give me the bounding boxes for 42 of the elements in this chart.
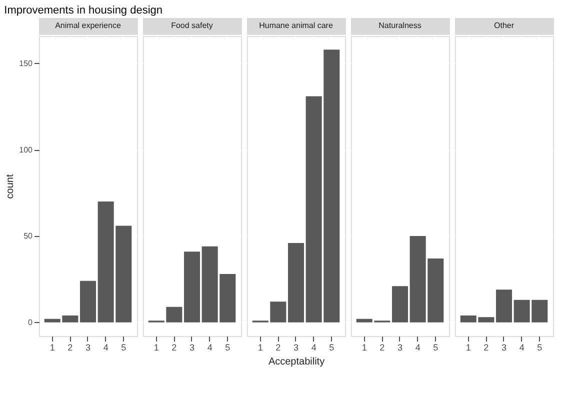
x-tick-label: 1 bbox=[154, 342, 159, 352]
x-tick-label: 2 bbox=[484, 342, 489, 352]
bar bbox=[496, 290, 512, 322]
y-axis-title: count bbox=[5, 174, 16, 199]
x-tick-label: 5 bbox=[537, 342, 542, 352]
x-tick-label: 3 bbox=[189, 342, 195, 352]
x-tick-label: 2 bbox=[276, 342, 281, 352]
x-tick-label: 1 bbox=[466, 342, 471, 352]
chart-title: Other bbox=[494, 21, 514, 30]
x-axis-title: Acceptability bbox=[268, 356, 325, 368]
chart-title: Animal experience bbox=[55, 21, 122, 30]
x-tick-label: 2 bbox=[172, 342, 177, 352]
x-tick-label: 2 bbox=[380, 342, 385, 352]
y-tick-label: 150 bbox=[19, 58, 34, 68]
y-tick-label: 0 bbox=[28, 318, 34, 327]
x-tick-label: 3 bbox=[397, 342, 403, 352]
y-tick-label: 100 bbox=[19, 145, 34, 154]
y-tick-label: 50 bbox=[24, 232, 34, 241]
x-tick-label: 5 bbox=[121, 342, 126, 352]
text: Improvements in housing design bbox=[4, 4, 163, 16]
x-tick-label: 2 bbox=[68, 342, 73, 352]
x-tick-label: 4 bbox=[103, 342, 108, 352]
x-tick-label: 5 bbox=[433, 342, 438, 352]
x-tick-label: 4 bbox=[519, 342, 524, 352]
chart-title: Food safety bbox=[171, 21, 213, 30]
x-tick-label: 1 bbox=[50, 342, 55, 352]
bar bbox=[288, 242, 304, 322]
x-tick-label: 4 bbox=[311, 342, 316, 352]
x-tick-label: 3 bbox=[501, 342, 507, 352]
x-tick-label: 5 bbox=[329, 342, 334, 352]
x-tick-label: 3 bbox=[85, 342, 91, 352]
bar bbox=[392, 286, 408, 322]
x-tick-label: 4 bbox=[415, 342, 420, 352]
x-tick-label: 3 bbox=[293, 342, 299, 352]
x-tick-label: 1 bbox=[362, 342, 367, 352]
chart-title: Humane animal care bbox=[259, 21, 334, 30]
bar bbox=[184, 252, 200, 322]
x-tick-label: 1 bbox=[258, 342, 263, 352]
chart-title: Naturalness bbox=[378, 21, 422, 30]
bar bbox=[80, 280, 96, 322]
x-tick-label: 4 bbox=[207, 342, 212, 352]
x-tick-label: 5 bbox=[225, 342, 230, 352]
